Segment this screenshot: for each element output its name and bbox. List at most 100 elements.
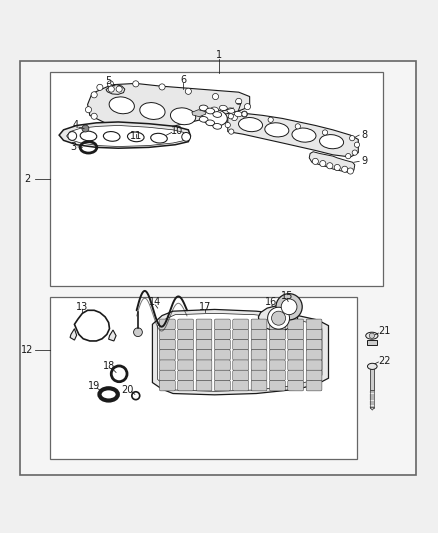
FancyBboxPatch shape bbox=[178, 360, 194, 370]
Circle shape bbox=[276, 294, 302, 320]
Bar bbox=[370, 390, 374, 408]
Ellipse shape bbox=[170, 108, 196, 125]
Circle shape bbox=[268, 307, 290, 329]
FancyBboxPatch shape bbox=[269, 319, 285, 329]
Circle shape bbox=[268, 117, 273, 123]
FancyBboxPatch shape bbox=[288, 360, 304, 370]
Circle shape bbox=[107, 81, 113, 87]
Text: 2: 2 bbox=[24, 174, 30, 184]
FancyBboxPatch shape bbox=[215, 340, 230, 350]
Text: 22: 22 bbox=[378, 356, 391, 366]
Ellipse shape bbox=[127, 132, 144, 142]
FancyBboxPatch shape bbox=[196, 370, 212, 381]
FancyBboxPatch shape bbox=[251, 360, 267, 370]
Circle shape bbox=[85, 107, 92, 113]
Circle shape bbox=[68, 132, 77, 140]
Ellipse shape bbox=[80, 131, 97, 141]
Text: 17: 17 bbox=[199, 302, 211, 312]
Polygon shape bbox=[59, 122, 191, 148]
FancyBboxPatch shape bbox=[233, 329, 249, 340]
Circle shape bbox=[350, 135, 355, 141]
Ellipse shape bbox=[239, 118, 262, 132]
FancyBboxPatch shape bbox=[215, 360, 230, 370]
Circle shape bbox=[342, 166, 348, 172]
Ellipse shape bbox=[211, 107, 219, 112]
Text: 21: 21 bbox=[378, 326, 391, 336]
FancyBboxPatch shape bbox=[159, 381, 175, 391]
FancyBboxPatch shape bbox=[233, 381, 249, 391]
Polygon shape bbox=[192, 110, 206, 117]
Ellipse shape bbox=[103, 132, 120, 141]
Polygon shape bbox=[152, 310, 328, 395]
Ellipse shape bbox=[206, 120, 215, 126]
Circle shape bbox=[231, 115, 237, 120]
Ellipse shape bbox=[151, 133, 167, 143]
Ellipse shape bbox=[219, 106, 227, 111]
Circle shape bbox=[91, 92, 97, 98]
FancyBboxPatch shape bbox=[288, 381, 304, 391]
FancyBboxPatch shape bbox=[251, 340, 267, 350]
FancyBboxPatch shape bbox=[178, 340, 194, 350]
FancyBboxPatch shape bbox=[288, 319, 304, 329]
FancyBboxPatch shape bbox=[288, 350, 304, 360]
Circle shape bbox=[244, 103, 251, 110]
FancyBboxPatch shape bbox=[233, 360, 249, 370]
Text: 13: 13 bbox=[76, 302, 88, 312]
Circle shape bbox=[91, 113, 97, 119]
Polygon shape bbox=[70, 329, 77, 340]
Circle shape bbox=[225, 123, 230, 128]
FancyBboxPatch shape bbox=[269, 329, 285, 340]
FancyBboxPatch shape bbox=[306, 319, 322, 329]
Circle shape bbox=[212, 93, 219, 100]
FancyBboxPatch shape bbox=[306, 360, 322, 370]
Circle shape bbox=[352, 150, 357, 155]
Text: 10: 10 bbox=[171, 126, 184, 136]
Circle shape bbox=[369, 333, 374, 338]
Ellipse shape bbox=[109, 97, 134, 114]
Text: 12: 12 bbox=[21, 345, 33, 355]
Polygon shape bbox=[67, 125, 185, 147]
FancyBboxPatch shape bbox=[288, 340, 304, 350]
Text: 11: 11 bbox=[130, 131, 142, 141]
Text: 3: 3 bbox=[71, 142, 77, 152]
Text: 9: 9 bbox=[361, 156, 367, 166]
Circle shape bbox=[272, 311, 286, 325]
Ellipse shape bbox=[292, 128, 316, 142]
Text: 19: 19 bbox=[88, 381, 100, 391]
FancyBboxPatch shape bbox=[233, 340, 249, 350]
Text: 8: 8 bbox=[361, 130, 367, 140]
FancyBboxPatch shape bbox=[178, 350, 194, 360]
Circle shape bbox=[82, 125, 89, 132]
Circle shape bbox=[241, 111, 247, 117]
FancyBboxPatch shape bbox=[306, 370, 322, 381]
Text: 4: 4 bbox=[72, 120, 78, 131]
FancyBboxPatch shape bbox=[215, 319, 230, 329]
Ellipse shape bbox=[206, 108, 215, 114]
FancyBboxPatch shape bbox=[233, 319, 249, 329]
FancyBboxPatch shape bbox=[269, 381, 285, 391]
FancyBboxPatch shape bbox=[178, 381, 194, 391]
Ellipse shape bbox=[367, 364, 377, 369]
Bar bbox=[50, 71, 383, 286]
Circle shape bbox=[320, 160, 326, 167]
Text: 14: 14 bbox=[149, 297, 162, 308]
Ellipse shape bbox=[366, 332, 378, 339]
Ellipse shape bbox=[265, 123, 289, 137]
Text: 20: 20 bbox=[121, 385, 133, 395]
FancyBboxPatch shape bbox=[215, 329, 230, 340]
Circle shape bbox=[228, 114, 233, 119]
FancyBboxPatch shape bbox=[159, 329, 175, 340]
Circle shape bbox=[346, 154, 351, 159]
Text: 18: 18 bbox=[102, 361, 115, 372]
Ellipse shape bbox=[202, 109, 227, 126]
Circle shape bbox=[295, 124, 300, 129]
Circle shape bbox=[347, 168, 353, 174]
Circle shape bbox=[185, 88, 191, 94]
Circle shape bbox=[229, 129, 234, 134]
FancyBboxPatch shape bbox=[288, 370, 304, 381]
FancyBboxPatch shape bbox=[251, 350, 267, 360]
FancyBboxPatch shape bbox=[215, 370, 230, 381]
FancyBboxPatch shape bbox=[215, 381, 230, 391]
Polygon shape bbox=[309, 152, 355, 172]
FancyBboxPatch shape bbox=[196, 360, 212, 370]
